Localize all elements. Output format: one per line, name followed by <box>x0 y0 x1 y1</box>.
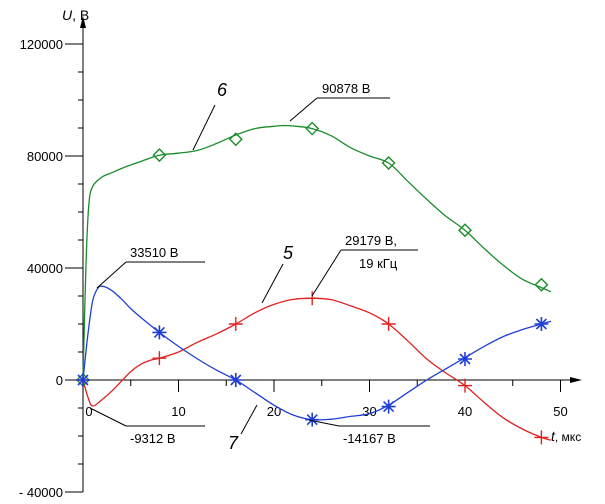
asterisk-marker <box>76 373 90 387</box>
curve-pointer <box>240 404 258 435</box>
curve-number-label: 5 <box>283 243 294 263</box>
annotation-label: -9312 В <box>130 431 176 446</box>
asterisk-marker <box>381 399 396 414</box>
annotation-label-unit: 19 кГц <box>359 256 398 271</box>
y-tick-label: 80000 <box>27 149 63 164</box>
y-axis-title: U, В <box>62 7 89 23</box>
leader-line <box>96 261 127 289</box>
series-6-point <box>305 121 320 136</box>
x-tick-label: 10 <box>171 404 185 419</box>
plus-marker <box>458 378 472 393</box>
series-7-point <box>152 325 167 340</box>
diamond-marker <box>305 121 320 136</box>
plus-marker <box>152 351 167 366</box>
y-axis-arrow <box>80 16 86 28</box>
value-annotation: -9312 В <box>89 407 205 446</box>
diamond-marker <box>458 223 472 238</box>
annotation-label: 90878 В <box>322 81 370 96</box>
diamond-marker <box>381 156 396 170</box>
y-tick-label: 0 <box>56 373 63 388</box>
ticks <box>65 43 561 493</box>
value-annotation: 29179 В, 19 кГц <box>311 233 418 297</box>
leader-line <box>89 407 127 427</box>
value-annotation: 90878 В <box>289 81 390 122</box>
series-6-point <box>458 223 472 238</box>
markers <box>76 121 549 445</box>
series-5-point <box>458 378 472 393</box>
value-annotation: 33510 В <box>96 245 205 289</box>
series-6-point <box>152 148 167 163</box>
asterisk-marker <box>458 352 472 366</box>
curve-pointer <box>192 104 216 151</box>
y-axis-unit: , В <box>72 7 89 23</box>
x-axis-arrow <box>570 377 582 383</box>
y-tick-label: 40000 <box>27 261 63 276</box>
series-7-point <box>76 373 90 387</box>
x-axis-symbol: t <box>551 428 556 444</box>
series-5-point <box>534 430 549 445</box>
curves <box>82 124 552 441</box>
annotation-label: -14167 В <box>343 431 396 446</box>
x-tick-label: 50 <box>553 404 567 419</box>
value-annotation: -14167 В <box>308 419 430 446</box>
asterisk-marker <box>305 412 320 427</box>
diamond-marker <box>534 277 549 292</box>
annotation-label: 33510 В <box>130 245 178 260</box>
tick-labels: 120000 80000 40000 0 - 40000 0 10 20 30 40 50 <box>19 37 568 500</box>
series-7-point <box>534 317 549 331</box>
annotation-label: 29179 В, <box>345 233 397 248</box>
series-5-point <box>381 317 396 331</box>
curve-number-label: 7 <box>228 433 239 453</box>
x-tick-label: 40 <box>458 404 472 419</box>
curve-number-5: 5 <box>261 243 294 304</box>
curve-pointer <box>261 263 284 304</box>
series-5-point <box>152 351 167 366</box>
plus-marker <box>534 430 549 445</box>
annotations: 90878 В 33510 В 29179 В, 19 кГц -9312 В -1416… <box>89 80 430 453</box>
curve-number-label: 6 <box>217 80 228 100</box>
plus-marker <box>381 317 396 331</box>
curve-number-6: 6 <box>192 80 228 151</box>
series-6-point <box>381 156 396 170</box>
series-5-point <box>305 291 320 306</box>
asterisk-marker <box>534 317 549 331</box>
x-tick-label: 30 <box>362 404 376 419</box>
leader-line <box>308 419 340 427</box>
y-tick-label: - 40000 <box>19 485 63 500</box>
y-tick-label: 120000 <box>20 37 63 52</box>
diamond-marker <box>152 148 167 163</box>
diamond-marker <box>228 132 243 147</box>
x-tick-label: 0 <box>85 404 92 419</box>
series-6-line <box>82 124 552 381</box>
asterisk-marker <box>152 325 167 340</box>
series-7-point <box>305 412 320 427</box>
series-6-point <box>228 132 243 147</box>
curve-number-7: 7 <box>228 404 258 453</box>
series-6-point <box>534 277 549 292</box>
plus-marker <box>305 291 320 306</box>
leader-line <box>311 249 342 297</box>
axes <box>67 16 582 492</box>
x-axis-title: t, мкс <box>551 428 581 444</box>
y-axis-symbol: U <box>62 7 73 23</box>
leader-line <box>289 97 318 122</box>
plus-marker <box>228 317 243 331</box>
asterisk-marker <box>228 373 243 387</box>
series-7-point <box>381 399 396 414</box>
series-7-point <box>228 373 243 387</box>
x-axis-unit: , мкс <box>555 430 581 444</box>
series-7-point <box>458 352 472 366</box>
series-5-point <box>228 317 243 331</box>
x-tick-label: 20 <box>267 404 281 419</box>
